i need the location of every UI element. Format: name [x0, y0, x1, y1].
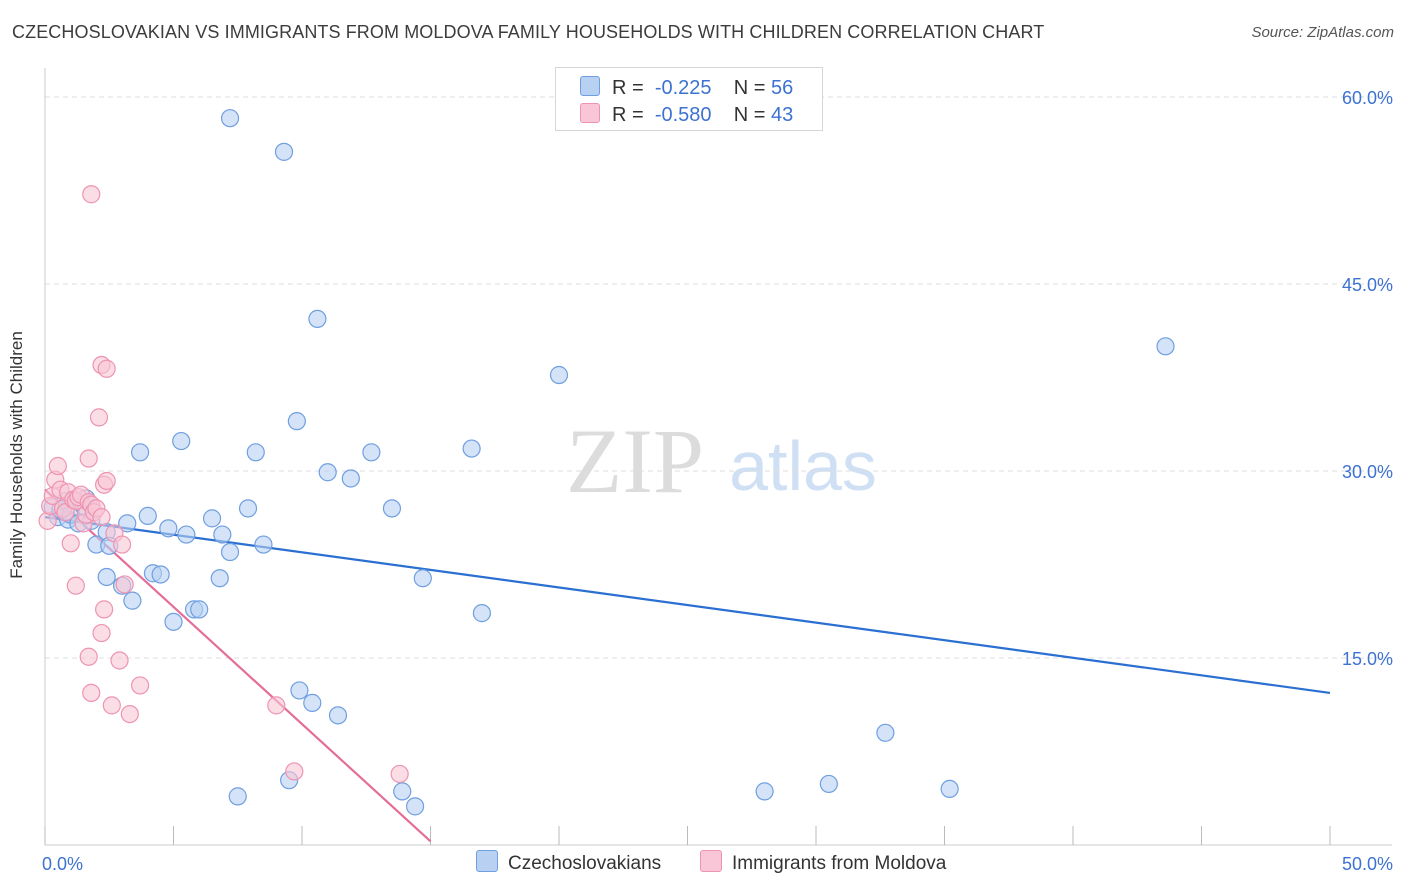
legend-row-czechoslovakians: R = -0.225 N = 56	[580, 76, 793, 100]
moldova-point	[89, 408, 109, 427]
czechoslovakian-point	[220, 542, 240, 562]
legend-r-value: -0.225	[654, 77, 712, 99]
moldova-point	[285, 762, 304, 781]
moldova-point	[267, 696, 286, 715]
czechoslovakian-point	[287, 412, 306, 431]
legend-swatch-blue	[580, 76, 600, 96]
x-tick-label: 0.0%	[42, 854, 83, 874]
czechoslovakian-point	[755, 782, 774, 801]
czechoslovakian-point	[290, 681, 309, 700]
czechoslovakian-point	[123, 591, 142, 610]
czechoslovakian-point	[254, 535, 273, 554]
czechoslovakian-point	[1156, 337, 1175, 356]
czechoslovakian-point	[382, 499, 402, 518]
czechoslovakian-point	[413, 569, 432, 588]
moldova-point	[92, 508, 111, 527]
legend-r-label: R =	[612, 77, 644, 99]
czechoslovakian-point	[274, 142, 294, 161]
y-tick-label: 60.0%	[1342, 88, 1393, 108]
czechoslovakian-point	[876, 723, 895, 742]
bottom-legend-czechoslovakians: Czechoslovakians	[476, 850, 661, 875]
czechoslovakian-point	[202, 509, 222, 528]
moldova-point	[97, 359, 116, 378]
moldova-point	[390, 764, 409, 784]
legend-row-moldova: R = -0.580 N = 43	[580, 103, 793, 127]
czechoslovakian-point	[213, 525, 232, 544]
legend-r-value: -0.580	[654, 104, 712, 126]
moldova-point	[115, 575, 134, 594]
bottom-legend-swatch-blue	[476, 850, 498, 872]
moldova-point	[66, 576, 85, 595]
czechoslovakian-point	[318, 463, 337, 482]
moldova-point	[48, 456, 67, 476]
bottom-legend-label: Czechoslovakians	[508, 853, 662, 874]
bottom-legend-swatch-pink	[700, 850, 722, 872]
moldova-point	[97, 471, 116, 491]
watermark-atlas: atlas	[729, 427, 877, 505]
source-label: Source: ZipAtlas.com	[1251, 24, 1394, 41]
moldova-point	[61, 534, 80, 553]
czechoslovakian-point	[130, 443, 150, 462]
moldova-point	[110, 651, 129, 670]
legend-n-label: N =	[733, 104, 766, 126]
y-axis-label: Family Households with Children	[7, 331, 26, 579]
moldova-point	[120, 704, 139, 724]
moldova-point	[79, 449, 98, 468]
moldova-point	[95, 600, 114, 619]
moldova-point	[92, 623, 111, 643]
czechoslovakian-point	[151, 565, 170, 584]
bottom-legend-label: Immigrants from Moldova	[732, 853, 947, 874]
y-tick-label: 45.0%	[1342, 275, 1393, 295]
moldova-point	[102, 696, 121, 715]
czechoslovakian-point	[159, 519, 178, 538]
czechoslovakian-point	[472, 604, 491, 623]
czechoslovakian-point	[341, 469, 360, 488]
czechoslovakian-point	[172, 431, 191, 451]
czechoslovakian-point	[164, 612, 183, 631]
moldova-point	[130, 676, 150, 695]
moldova-point	[79, 647, 98, 666]
czechoslovakian-point	[462, 439, 481, 458]
czechoslovakian-point	[328, 706, 348, 725]
x-tick-label: 50.0%	[1342, 854, 1393, 874]
legend-n-label: N =	[733, 77, 766, 99]
legend-swatch-pink	[580, 103, 600, 123]
czechoslovakian-point	[405, 797, 425, 816]
correlation-legend: R = -0.225 N = 56 R = -0.580 N = 43	[555, 67, 823, 131]
czechoslovakian-point	[819, 774, 838, 794]
watermark-zip: ZIP	[566, 410, 704, 512]
y-tick-label: 15.0%	[1342, 649, 1393, 669]
czechoslovakian-point	[308, 309, 327, 329]
czechoslovakian-point	[393, 782, 412, 801]
czechoslovakian-point	[210, 569, 229, 588]
moldova-point	[82, 683, 101, 703]
czechoslovakian-point	[549, 365, 569, 385]
moldova-point	[112, 535, 132, 554]
czechoslovakian-point	[220, 109, 240, 128]
czechoslovakian-point	[177, 525, 196, 544]
czechoslovakian-point	[246, 443, 265, 462]
czechoslovakian-point	[228, 787, 247, 806]
moldova-point	[82, 185, 101, 204]
bottom-legend-moldova: Immigrants from Moldova	[700, 850, 946, 875]
legend-n-value: 43	[771, 104, 794, 126]
czechoslovakian-point	[303, 693, 322, 712]
czechoslovakian-point	[190, 600, 209, 619]
czechoslovakian-point	[138, 506, 157, 525]
czechoslovakian-point	[97, 567, 116, 587]
czechoslovakian-point	[362, 443, 381, 462]
chart-title: CZECHOSLOVAKIAN VS IMMIGRANTS FROM MOLDO…	[12, 22, 1045, 42]
czechoslovakian-point	[940, 779, 959, 799]
legend-r-label: R =	[612, 104, 644, 126]
y-tick-label: 30.0%	[1342, 462, 1393, 482]
czechoslovakian-point	[238, 499, 258, 518]
legend-n-value: 56	[771, 77, 794, 99]
czechoslovakian-point	[118, 514, 137, 533]
moldova-point	[38, 511, 57, 530]
